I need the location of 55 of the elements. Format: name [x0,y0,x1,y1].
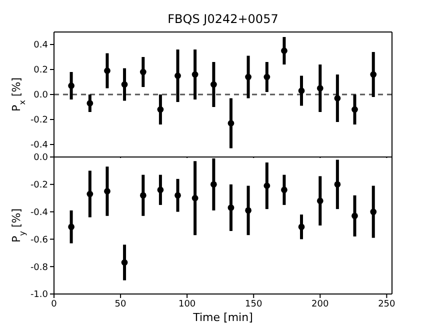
y-tick-label: -0.4 [30,208,48,218]
x-tick-label: 0 [51,299,58,310]
point [352,212,358,220]
y-tick-label: 0.4 [34,40,48,51]
x-axis-title: Time [min] [192,311,253,324]
point [210,81,217,88]
y-tick-label: -0.2 [30,116,48,126]
y-tick-label: 0.2 [34,66,48,76]
x-tick-label: 150 [245,299,262,310]
point [281,186,288,194]
point [192,194,198,202]
y-tick-label: -0.4 [30,140,48,151]
point [370,71,377,78]
x-tick-label: 100 [178,299,196,310]
point [140,192,146,199]
point [281,48,288,54]
y-tick-label: -0.2 [30,180,48,191]
y-tick-label: -1.0 [30,290,48,300]
point [121,81,128,88]
point [298,88,305,94]
point [316,198,324,204]
point [228,120,234,126]
point [352,106,358,113]
point [86,190,94,198]
point [157,106,164,113]
point [228,204,234,211]
point [264,182,270,189]
point [245,74,252,80]
x-tick-label: 250 [378,299,396,310]
point [174,72,181,79]
chart-title: FBQS J0242+0057 [166,12,280,26]
point [370,208,377,215]
point [86,100,94,106]
point [334,95,341,102]
point [104,188,110,194]
y-tick-label: 0.0 [34,90,48,101]
y-tick-label: -0.8 [30,262,48,273]
y-tick-label: 0.0 [34,153,48,164]
point [298,224,305,230]
point [334,181,341,188]
x-tick-label: 50 [114,299,127,310]
point [68,82,74,89]
point [264,74,270,80]
point [140,68,146,76]
point [157,186,164,194]
point [121,259,128,266]
point [104,68,110,74]
point [316,85,324,92]
point [210,181,217,188]
x-tick-label: 200 [312,299,329,310]
point [174,192,181,199]
point [68,224,74,230]
point [192,71,198,78]
y-tick-label: -0.6 [30,235,48,246]
point [245,207,252,214]
